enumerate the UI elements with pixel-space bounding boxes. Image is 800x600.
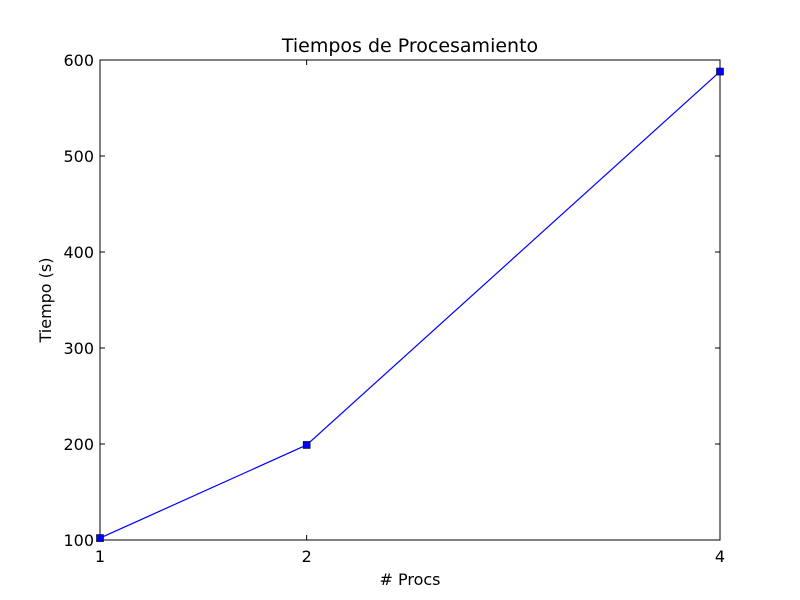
y-tick-label: 500 [63, 147, 94, 166]
x-axis-label: # Procs [379, 570, 440, 589]
y-tick-label: 300 [63, 339, 94, 358]
data-point-marker [716, 67, 724, 76]
y-axis-label: Tiempo (s) [36, 257, 55, 343]
x-axis-ticks: 1 2 4 [95, 60, 725, 566]
x-tick-label: 2 [302, 547, 312, 566]
x-tick-label: 4 [715, 547, 725, 566]
data-point-marker [96, 534, 104, 542]
y-tick-label: 100 [63, 531, 94, 550]
y-axis-ticks: 100 200 300 400 500 600 [63, 51, 720, 550]
plot-area-frame [99, 59, 721, 541]
chart-title: Tiempos de Procesamiento [281, 35, 538, 57]
y-tick-label: 200 [63, 435, 94, 454]
series-line [99, 71, 721, 539]
x-tick-label: 1 [95, 547, 105, 566]
data-point-marker [302, 441, 311, 449]
y-tick-label: 600 [63, 51, 94, 70]
y-tick-label: 400 [63, 243, 94, 262]
series-layer [96, 67, 724, 542]
